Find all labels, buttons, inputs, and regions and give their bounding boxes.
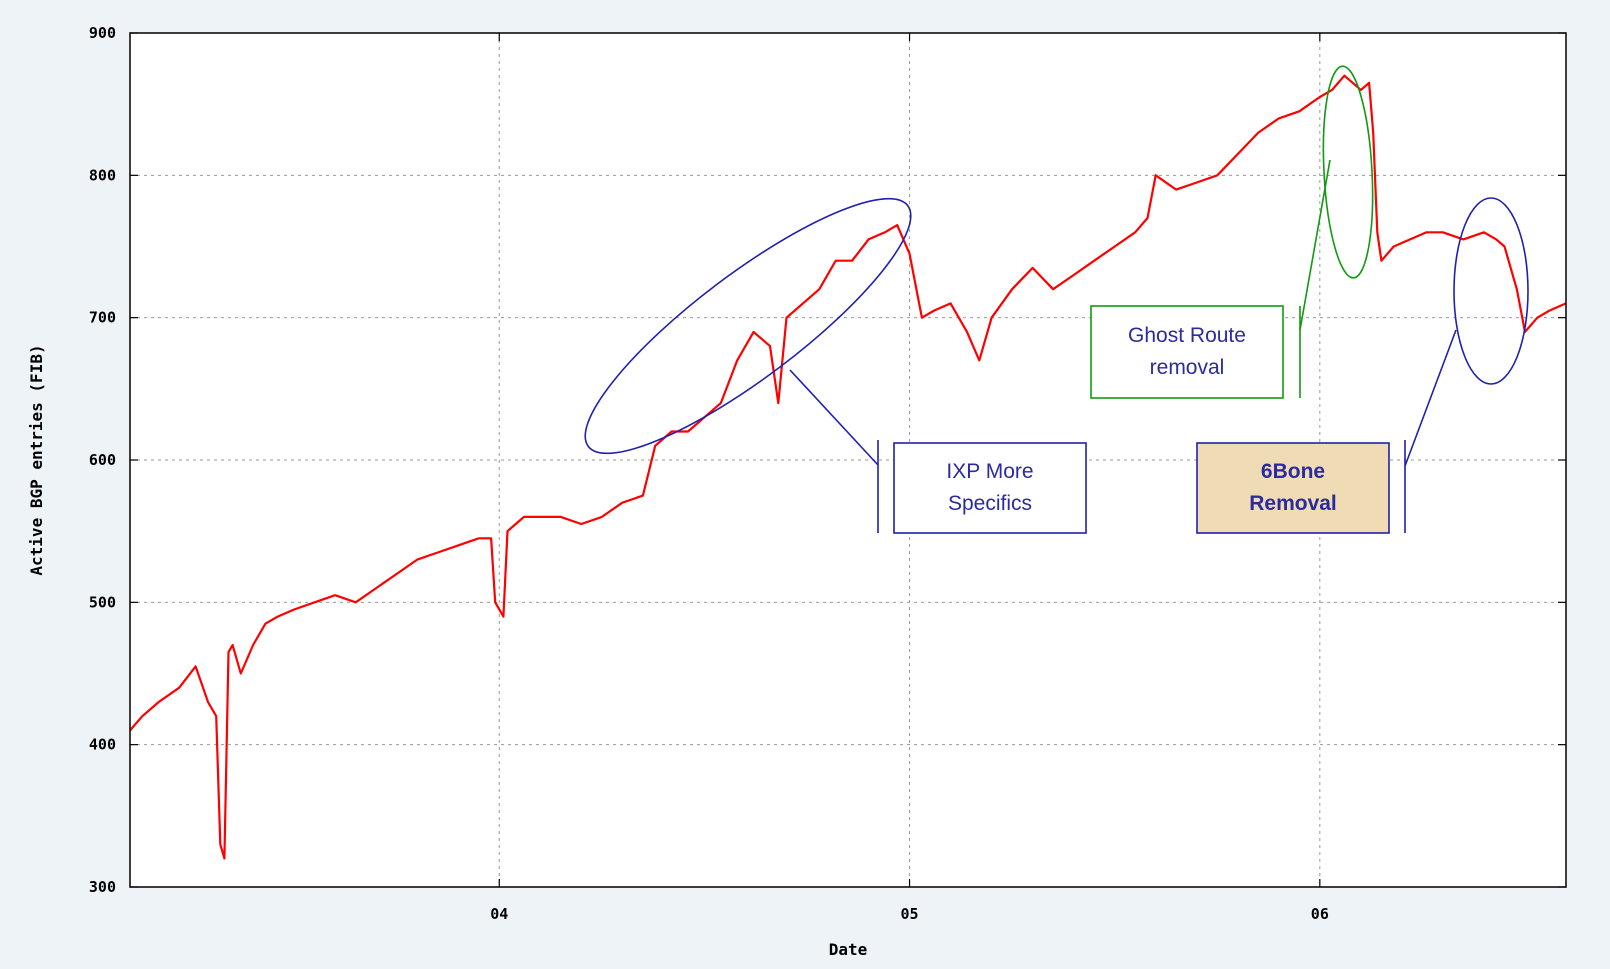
y-tick-label: 300 [89, 878, 116, 896]
x-tick-label: 04 [490, 905, 508, 923]
y-axis-ticks: 300 400 500 600 700 800 900 [89, 24, 1566, 896]
series-layer [129, 74, 1567, 860]
y-axis-label: Active BGP entries (FIB) [27, 344, 46, 575]
ixp-label-box [893, 442, 1087, 534]
series-line [129, 74, 1567, 860]
ghost-label-box [1090, 305, 1284, 399]
x-axis-label: Date [829, 940, 868, 959]
6bone-highlight-ellipse [1453, 197, 1529, 385]
6bone-label-line-2: Removal [1249, 492, 1337, 515]
ghost-pointer-line [1299, 159, 1331, 331]
x-tick-label: 06 [1311, 905, 1329, 923]
y-tick-label: 700 [89, 309, 116, 327]
ixp-label-line-1: IXP More [946, 460, 1033, 483]
y-tick-label: 600 [89, 451, 116, 469]
ghost-highlight-ellipse [1322, 65, 1374, 279]
6bone-label-box [1196, 442, 1390, 534]
x-axis-ticks: 04 05 06 [490, 33, 1329, 923]
ixp-label-line-2: Specifics [948, 492, 1032, 515]
6bone-pointer-line [1404, 329, 1457, 467]
y-tick-label: 500 [89, 593, 116, 611]
ixp-highlight-ellipse [584, 197, 912, 455]
y-tick-label: 400 [89, 736, 116, 754]
ixp-pointer-line [789, 369, 879, 466]
ghost-label-line-1: Ghost Route [1128, 324, 1246, 347]
6bone-label-line-1: 6Bone [1261, 460, 1325, 483]
y-tick-label: 800 [89, 166, 116, 184]
annotations-layer: IXP More Specifics Ghost Route removal 6… [584, 65, 1529, 534]
ghost-label-line-2: removal [1150, 356, 1225, 379]
x-tick-label: 05 [901, 905, 919, 923]
y-tick-label: 900 [89, 24, 116, 42]
